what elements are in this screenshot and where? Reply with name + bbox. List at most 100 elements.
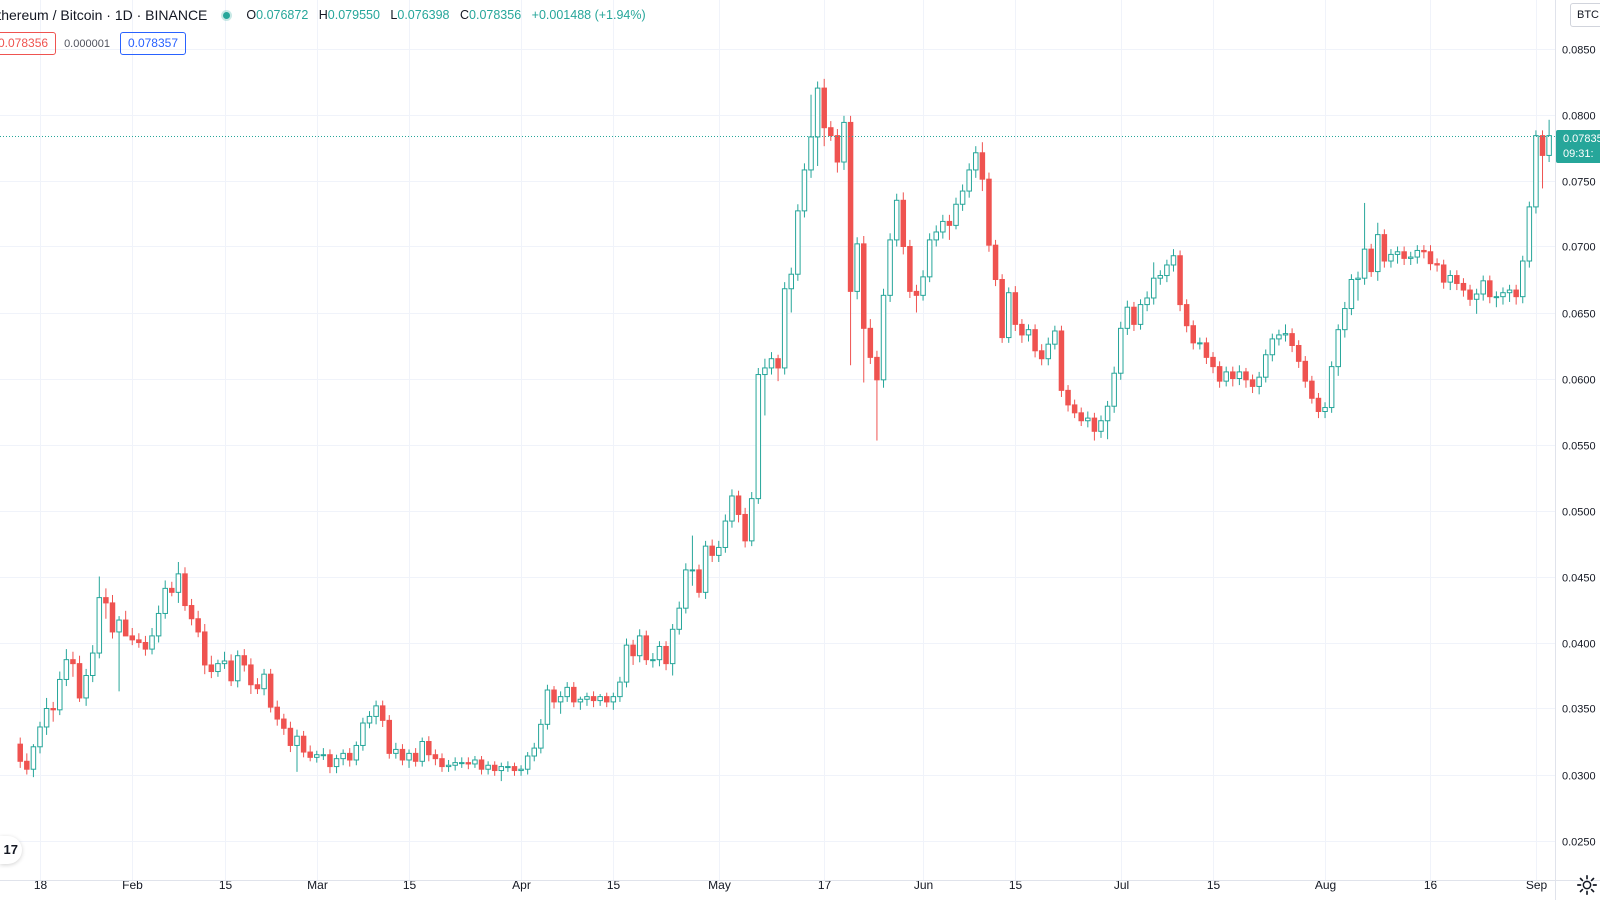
candle — [43, 697, 50, 735]
candle — [340, 749, 346, 766]
candle — [946, 214, 953, 240]
candle — [1262, 349, 1269, 383]
candle — [735, 490, 742, 523]
candle — [485, 761, 491, 775]
x-tick-label: Apr — [512, 878, 531, 892]
candle — [1500, 287, 1506, 305]
candle-body — [1328, 366, 1335, 409]
candle — [379, 700, 386, 727]
x-tick-label: Mar — [307, 878, 328, 892]
candle-body — [1348, 279, 1355, 310]
candle — [1019, 319, 1025, 343]
currency-badge[interactable]: BTC — [1570, 3, 1600, 27]
candle-body — [485, 764, 491, 770]
candle — [834, 129, 841, 173]
candle-body — [228, 660, 234, 682]
candle — [544, 684, 551, 730]
candle-body — [623, 644, 630, 683]
candle-body — [155, 612, 162, 637]
candle-body — [63, 659, 70, 680]
candle — [775, 354, 781, 382]
candle — [518, 765, 524, 776]
candle — [1302, 356, 1309, 388]
candle-body — [103, 597, 109, 604]
candle-body — [992, 244, 999, 280]
low-label: L — [390, 8, 398, 22]
candle-body — [1157, 275, 1164, 279]
candle-body — [76, 663, 83, 699]
candle-body — [861, 243, 867, 329]
candle — [920, 270, 926, 301]
candle — [1032, 324, 1038, 358]
candle-body — [142, 642, 149, 650]
candle-body — [346, 752, 353, 761]
candle-body — [320, 754, 327, 757]
tradingview-logo-icon[interactable]: 17 — [0, 836, 22, 864]
candle — [366, 711, 373, 729]
candle-body — [557, 696, 564, 703]
candle — [1216, 361, 1223, 388]
candle-body — [571, 686, 577, 703]
candle — [999, 274, 1005, 343]
candle-body — [683, 569, 689, 609]
candle-body — [979, 152, 986, 180]
candle — [1460, 278, 1467, 297]
candle-body — [353, 744, 360, 761]
candle — [83, 668, 89, 706]
candle-body — [1230, 371, 1236, 379]
candle-body — [1335, 329, 1341, 368]
candle-body — [241, 655, 248, 666]
candle-body — [834, 135, 841, 163]
market-status-dot-icon[interactable] — [223, 11, 231, 19]
last-price-value: 0.07835 — [1563, 133, 1600, 145]
candle — [202, 624, 208, 675]
candle — [129, 627, 136, 646]
candle-body — [1243, 371, 1249, 381]
candle — [795, 204, 801, 281]
candle-body — [195, 618, 201, 633]
y-tick-label: 0.0750 — [1562, 177, 1596, 189]
candle-body — [37, 726, 43, 748]
grid — [0, 0, 1555, 880]
candle-body — [129, 635, 136, 641]
candle — [973, 146, 979, 178]
candle-body — [551, 689, 557, 703]
candle — [1269, 333, 1276, 362]
candle-body — [716, 546, 722, 556]
candle — [1236, 365, 1243, 386]
symbol-title[interactable]: Ethereum / Bitcoin · 1D · BINANCE — [0, 7, 208, 23]
candle — [1071, 399, 1078, 419]
candle — [913, 284, 920, 313]
candle — [426, 736, 432, 762]
candle-body — [17, 743, 23, 762]
candle — [524, 752, 531, 775]
candle — [155, 605, 162, 643]
candle-body — [30, 746, 37, 770]
candle-body — [788, 273, 795, 290]
buy-button[interactable]: 0.078357 — [119, 32, 187, 55]
y-tick-label: 0.0350 — [1562, 704, 1596, 716]
candle — [1328, 361, 1335, 413]
candle — [1025, 324, 1032, 342]
candle — [57, 671, 63, 716]
candle — [1282, 324, 1289, 342]
candle-body — [1170, 255, 1177, 266]
candle — [590, 691, 597, 708]
gear-icon[interactable] — [1576, 874, 1598, 896]
candle-body — [254, 684, 261, 690]
candle-body — [1546, 135, 1552, 156]
candle — [188, 598, 195, 626]
candle — [314, 750, 320, 763]
candle-body — [828, 127, 834, 137]
candle — [801, 163, 808, 218]
candle-body — [1078, 412, 1084, 422]
candle-body — [986, 178, 992, 246]
sell-button[interactable]: 0.078356 — [0, 32, 57, 55]
candle-body — [584, 696, 590, 700]
candle — [1309, 375, 1315, 404]
candle-body — [360, 722, 366, 746]
candle-body — [880, 294, 887, 381]
candle — [169, 581, 175, 597]
